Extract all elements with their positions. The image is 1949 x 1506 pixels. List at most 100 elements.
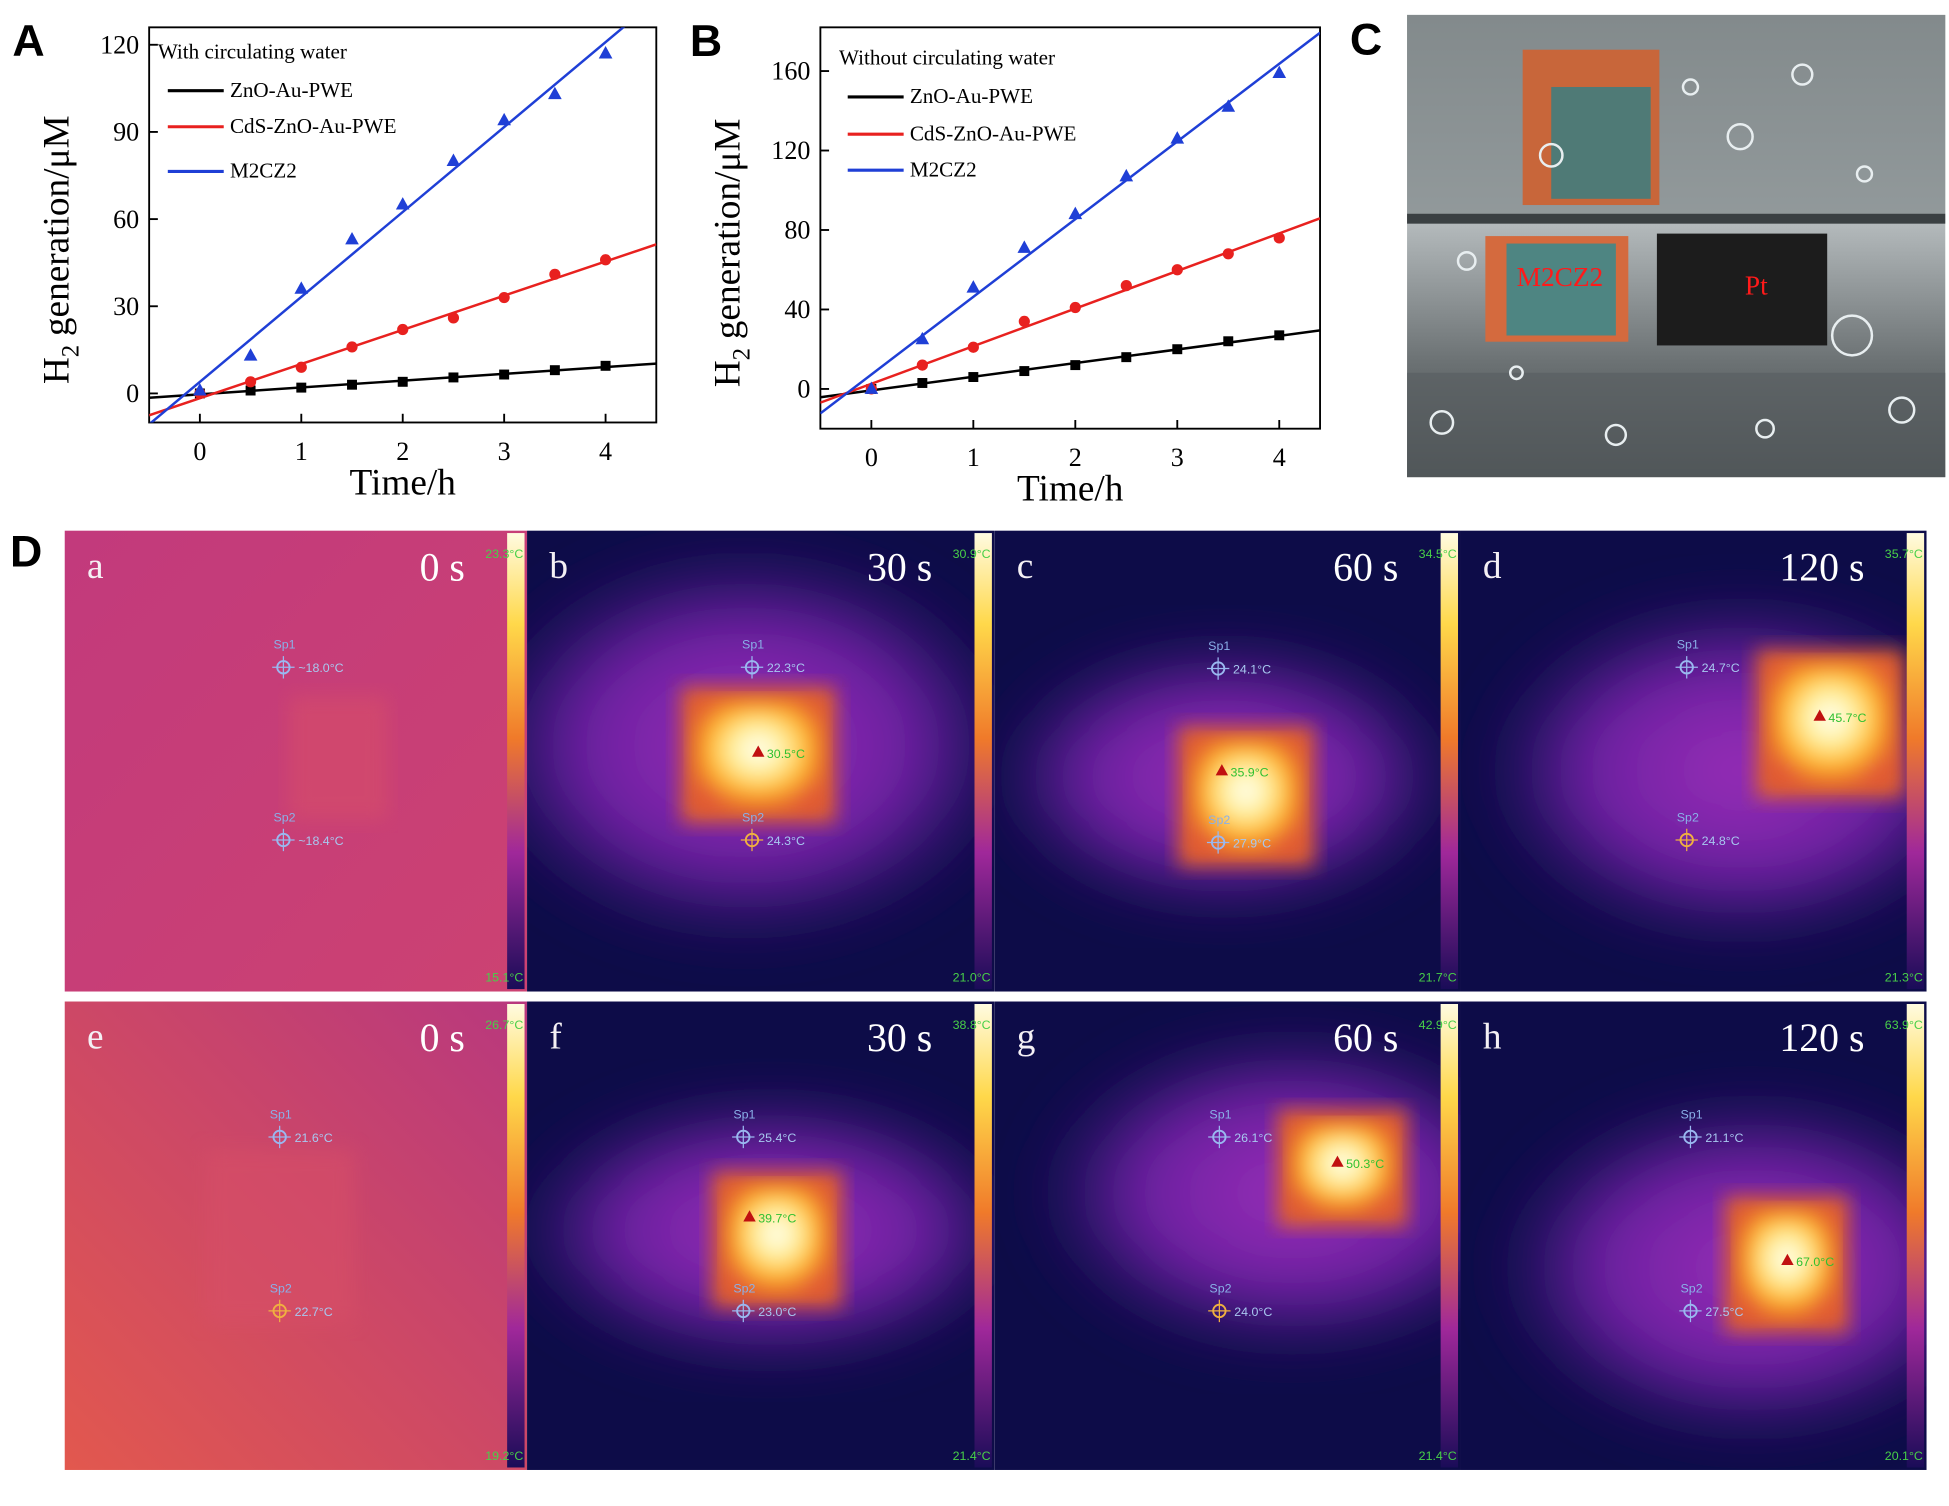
tile-time: 0 s	[420, 545, 465, 589]
thermal-image	[527, 1001, 995, 1470]
marker	[1272, 65, 1287, 79]
tile-time: 120 s	[1779, 1016, 1864, 1060]
marker	[600, 360, 611, 371]
marker	[497, 112, 511, 126]
bubbles	[1429, 63, 1916, 447]
plot-frame	[819, 26, 1321, 430]
y-axis-label-sub: 2	[57, 345, 84, 357]
fit-line	[820, 217, 1321, 404]
spot-crosshair	[1679, 1125, 1702, 1149]
x-tick-label: 1	[967, 443, 980, 472]
legend-label: CdS-ZnO-Au-PWE	[230, 114, 397, 138]
x-tick-label: 0	[865, 443, 878, 472]
spot-temp: ~18.4°C	[298, 834, 343, 848]
panel-label: A	[12, 16, 44, 66]
marker	[599, 254, 612, 266]
heat-spot	[1193, 741, 1299, 852]
tile-time: 120 s	[1779, 545, 1864, 589]
scale-max: 34.5°C	[1419, 547, 1457, 561]
spot-crosshair	[740, 828, 764, 852]
x-tick-label: 1	[295, 437, 308, 466]
spot-crosshair	[1206, 831, 1230, 854]
spot-name: Sp2	[1677, 810, 1699, 824]
spot-name: Sp1	[1677, 638, 1699, 652]
marker	[395, 197, 410, 210]
marker	[397, 376, 408, 387]
photo-label: Pt	[1745, 270, 1768, 300]
marker	[1019, 366, 1030, 377]
spot-name: Sp2	[742, 810, 764, 824]
marker	[296, 382, 307, 393]
sample-glow	[288, 695, 388, 821]
marker	[294, 281, 309, 294]
marker	[1222, 248, 1234, 260]
marker	[243, 348, 258, 361]
spot-temp: 25.4°C	[758, 1131, 796, 1145]
hotspot-temp: 30.5°C	[767, 747, 805, 761]
legend-title: Without circulating water	[839, 46, 1055, 70]
marker	[1273, 232, 1285, 244]
tile-time: 60 s	[1333, 1016, 1398, 1060]
y-tick-label: 120	[100, 30, 139, 59]
scale-max: 23.3°C	[485, 547, 523, 561]
thermal-image	[527, 530, 995, 992]
marker	[1017, 240, 1032, 253]
spot-name: Sp2	[1681, 1281, 1703, 1295]
color-bar	[1440, 533, 1459, 990]
marker	[1119, 168, 1134, 182]
scale-max: 42.9°C	[1419, 1018, 1457, 1032]
spot-crosshair	[1208, 1125, 1231, 1149]
tile-letter: g	[1017, 1017, 1036, 1058]
y-axis-label-rest: generation/μM	[36, 115, 77, 336]
scale-min: 21.0°C	[953, 971, 991, 985]
marker	[916, 359, 928, 371]
fit-line	[149, 27, 626, 423]
marker	[967, 341, 979, 353]
scale-min: 21.7°C	[1419, 971, 1457, 985]
y-axis-label-main: H	[708, 360, 749, 387]
scale-max: 35.7°C	[1885, 547, 1923, 561]
scale-min: 21.4°C	[953, 1449, 991, 1463]
marker	[347, 379, 357, 390]
marker	[1070, 360, 1081, 371]
tile-time: 0 s	[420, 1016, 465, 1060]
scale-min: 20.1°C	[1885, 1449, 1923, 1463]
x-tick-label: 3	[498, 437, 511, 466]
spot-temp: 22.7°C	[295, 1305, 333, 1319]
heat-halo	[1485, 1087, 1927, 1448]
marker	[598, 46, 613, 59]
thermal-image	[1460, 1001, 1927, 1470]
spot-temp: 21.1°C	[1705, 1131, 1743, 1145]
marker	[1121, 352, 1132, 363]
heat-spot	[727, 1186, 827, 1293]
marker	[446, 153, 461, 166]
tile-letter: f	[549, 1017, 562, 1058]
scale-min: 21.4°C	[1419, 1449, 1457, 1463]
spot-name: Sp1	[1208, 639, 1230, 653]
tile-letter: a	[87, 546, 104, 587]
y-axis-label-rest: generation/μM	[708, 118, 749, 339]
tile-letter: c	[1017, 546, 1034, 587]
thermal-image	[994, 1001, 1461, 1470]
y-axis-label: H2 generation/μM	[708, 118, 756, 387]
color-bar	[1906, 533, 1925, 990]
hotspot-temp: 50.3°C	[1346, 1157, 1384, 1171]
marker	[448, 372, 459, 383]
scale-min: 15.1°C	[485, 971, 523, 985]
marker	[1221, 99, 1236, 112]
spot-temp: 22.3°C	[767, 661, 805, 675]
marker	[499, 369, 510, 380]
marker	[193, 383, 207, 396]
electrode-top-film	[1551, 86, 1651, 199]
marker	[966, 280, 981, 293]
x-tick-label: 2	[1069, 443, 1082, 472]
marker	[864, 381, 879, 394]
marker	[915, 331, 930, 345]
color-bar	[507, 533, 525, 990]
spot-name: Sp2	[733, 1281, 755, 1295]
y-tick-label: 0	[797, 375, 810, 404]
